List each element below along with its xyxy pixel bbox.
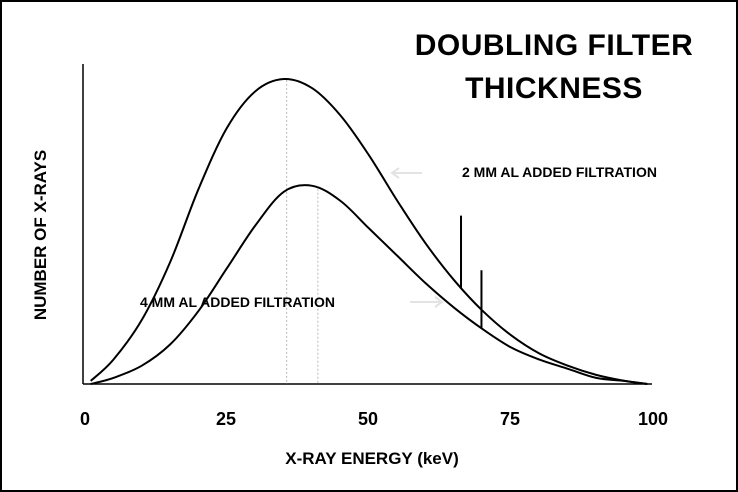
x-tick-label: 25: [216, 409, 236, 429]
x-axis-title: X-RAY ENERGY (keV): [285, 449, 459, 468]
series-line-1: [90, 77, 648, 385]
x-tick-label: 100: [638, 409, 668, 429]
arrow-right: [410, 296, 444, 308]
arrow-left: [390, 167, 422, 179]
x-tick-label: 75: [500, 409, 520, 429]
annotation-2mm: 2 MM AL ADDED FILTRATION: [462, 164, 657, 180]
y-axis-title: NUMBER OF X-RAYS: [31, 150, 50, 320]
series-line-2: [90, 184, 648, 385]
x-tick-label: 50: [358, 409, 378, 429]
annotation-4mm: 4 MM AL ADDED FILTRATION: [140, 294, 335, 310]
chart-title-line-2: THICKNESS: [465, 72, 643, 105]
x-tick-label: 0: [80, 409, 90, 429]
chart-title-line-1: DOUBLING FILTER: [415, 29, 694, 62]
